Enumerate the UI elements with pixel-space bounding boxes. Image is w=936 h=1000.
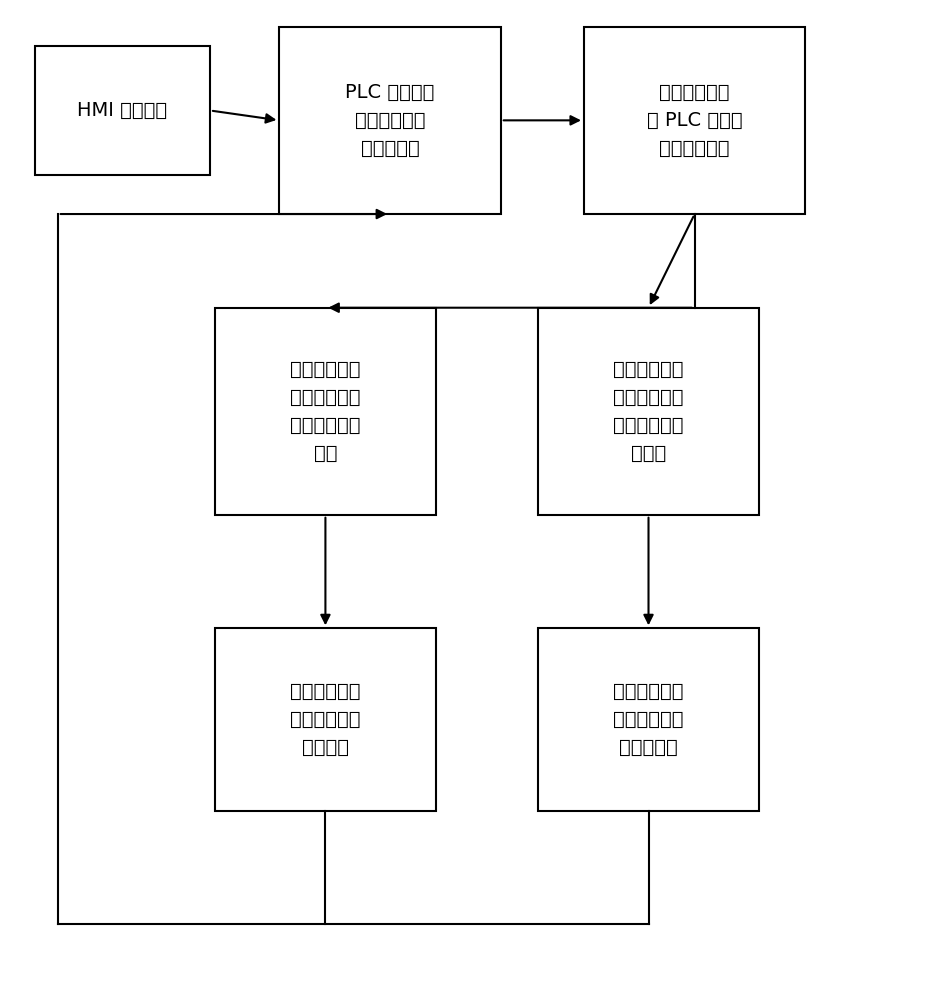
- Text: 伺服驱动器接
收 PLC 控制器
发出的脉冲数: 伺服驱动器接 收 PLC 控制器 发出的脉冲数: [646, 83, 741, 158]
- FancyBboxPatch shape: [214, 628, 436, 811]
- FancyBboxPatch shape: [35, 46, 210, 175]
- Text: 调幅伺服电机
编码器反馈当
前位置值: 调幅伺服电机 编码器反馈当 前位置值: [290, 682, 360, 757]
- FancyBboxPatch shape: [537, 308, 758, 515]
- Text: 挤出机伺服电
机编码器反馈
当前位置值: 挤出机伺服电 机编码器反馈 当前位置值: [612, 682, 683, 757]
- FancyBboxPatch shape: [279, 27, 500, 214]
- Text: HMI 给定位置: HMI 给定位置: [77, 101, 168, 120]
- FancyBboxPatch shape: [583, 27, 805, 214]
- Text: 调幅伺服电机
根据相应的脉
冲数进行移动
动作: 调幅伺服电机 根据相应的脉 冲数进行移动 动作: [290, 360, 360, 463]
- Text: 挤出机伺服电
机根据相应的
脉冲数进行移
动动作: 挤出机伺服电 机根据相应的 脉冲数进行移 动动作: [612, 360, 683, 463]
- FancyBboxPatch shape: [537, 628, 758, 811]
- FancyBboxPatch shape: [214, 308, 436, 515]
- Text: PLC 控制器读
取数据，并进
行计算处理: PLC 控制器读 取数据，并进 行计算处理: [345, 83, 434, 158]
